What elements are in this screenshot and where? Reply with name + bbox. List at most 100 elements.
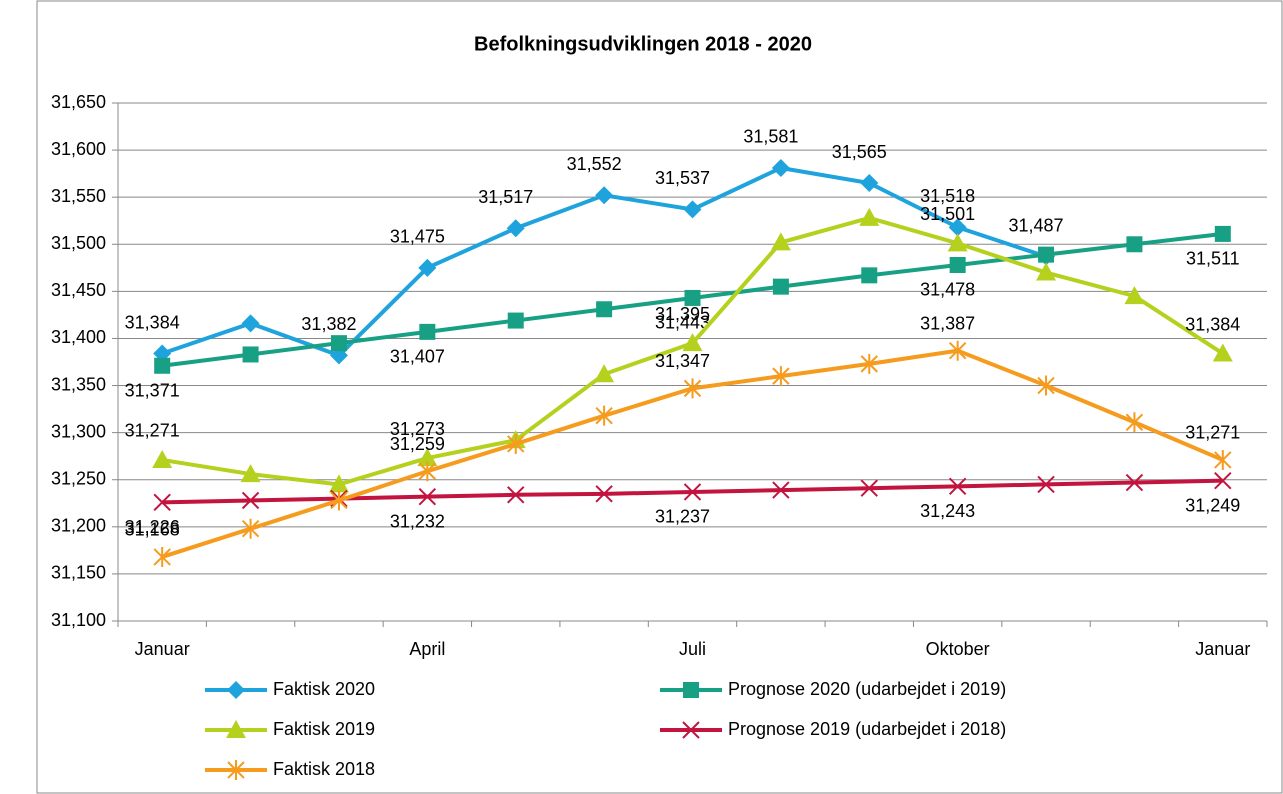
data-label: 31,407	[390, 347, 445, 367]
marker	[1214, 449, 1232, 470]
marker	[1037, 475, 1055, 494]
marker	[948, 477, 967, 496]
legend-item: Faktisk 2020	[205, 679, 375, 699]
data-label: 31,487	[1009, 215, 1064, 235]
marker	[226, 720, 246, 738]
marker	[859, 207, 880, 226]
y-tick-label: 31,200	[51, 516, 106, 536]
marker	[1125, 412, 1144, 433]
marker	[682, 721, 700, 739]
y-tick-label: 31,650	[51, 92, 106, 112]
x-tick-label: April	[409, 639, 445, 659]
legend-item: Prognose 2020 (udarbejdet i 2019)	[660, 679, 1006, 699]
data-label: 31,475	[390, 227, 445, 247]
marker	[417, 448, 438, 467]
data-label: 31,443	[655, 313, 710, 333]
marker	[1036, 262, 1057, 281]
data-label: 31,384	[125, 312, 180, 332]
chart-title: Befolkningsudviklingen 2018 - 2020	[474, 33, 812, 55]
marker	[1124, 286, 1145, 305]
marker	[770, 232, 791, 251]
x-tick-label: Januar	[1195, 639, 1250, 659]
data-label: 31,271	[1185, 423, 1240, 443]
legend-item: Faktisk 2018	[205, 759, 375, 780]
marker	[949, 256, 966, 273]
data-label: 31,371	[125, 381, 180, 401]
marker	[594, 364, 615, 383]
marker	[1212, 343, 1233, 362]
marker	[861, 267, 878, 284]
marker	[684, 289, 701, 306]
marker	[241, 518, 260, 539]
marker	[330, 335, 347, 352]
marker	[860, 479, 878, 497]
data-label: 31,232	[390, 511, 445, 531]
x-tick-label: Oktober	[926, 639, 990, 659]
marker	[595, 485, 613, 503]
marker	[154, 357, 171, 374]
legend-label: Faktisk 2018	[273, 759, 375, 779]
marker	[683, 483, 702, 501]
y-tick-label: 31,500	[51, 233, 106, 253]
data-label: 31,478	[920, 280, 975, 300]
marker	[1126, 236, 1143, 253]
marker	[328, 474, 349, 493]
y-tick-label: 31,550	[51, 186, 106, 206]
data-label: 31,395	[655, 304, 710, 324]
data-label: 31,552	[567, 154, 622, 174]
marker	[240, 464, 261, 483]
marker	[948, 218, 967, 237]
marker	[595, 186, 614, 205]
marker	[683, 378, 702, 399]
marker	[1125, 473, 1144, 492]
marker	[241, 314, 260, 333]
marker	[771, 158, 790, 177]
data-label: 31,511	[1186, 249, 1240, 269]
y-tick-label: 31,150	[51, 563, 106, 583]
marker	[330, 490, 348, 511]
marker	[596, 301, 613, 318]
y-tick-label: 31,350	[51, 374, 106, 394]
marker	[227, 760, 245, 780]
y-tick-label: 31,400	[51, 327, 106, 347]
marker	[419, 323, 436, 340]
marker	[153, 546, 171, 567]
marker	[772, 278, 789, 295]
data-label: 31,384	[1185, 314, 1240, 334]
marker	[227, 681, 245, 699]
marker	[1037, 375, 1055, 396]
data-label: 31,581	[743, 127, 798, 147]
marker	[860, 353, 878, 374]
data-label: 31,243	[920, 501, 975, 521]
marker	[241, 491, 260, 510]
marker	[418, 487, 437, 506]
y-tick-label: 31,450	[51, 280, 106, 300]
marker	[506, 219, 525, 238]
marker	[683, 682, 699, 698]
y-tick-label: 31,300	[51, 421, 106, 441]
marker	[860, 174, 879, 193]
legend-item: Prognose 2019 (udarbejdet i 2018)	[660, 719, 1006, 739]
legend-label: Prognose 2019 (udarbejdet i 2018)	[728, 719, 1006, 739]
data-label: 31,249	[1185, 495, 1240, 515]
marker	[772, 481, 790, 499]
marker	[1214, 225, 1231, 242]
data-label: 31,565	[832, 142, 887, 162]
data-label: 31,259	[390, 434, 445, 454]
marker	[682, 333, 703, 352]
marker	[772, 366, 790, 387]
legend-label: Faktisk 2019	[273, 719, 375, 739]
marker	[242, 346, 259, 363]
data-label: 31,273	[390, 419, 445, 439]
marker	[1214, 471, 1232, 490]
marker	[948, 340, 967, 361]
x-tick-label: Januar	[135, 639, 190, 659]
legend-label: Faktisk 2020	[273, 679, 375, 699]
data-label: 31,518	[920, 186, 975, 206]
y-tick-label: 31,100	[51, 610, 106, 630]
marker	[507, 312, 524, 329]
data-label: 31,347	[655, 351, 710, 371]
marker	[507, 433, 525, 454]
marker	[1038, 246, 1055, 263]
